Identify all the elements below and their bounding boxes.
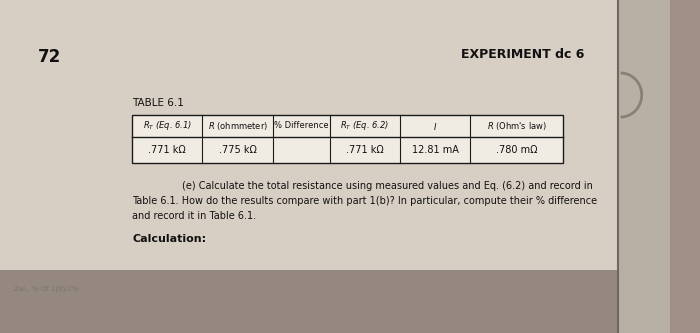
Text: $I$: $I$ [433, 121, 437, 132]
FancyBboxPatch shape [132, 115, 564, 163]
Text: 72: 72 [38, 48, 62, 66]
Text: Table 6.1. How do the results compare with part 1(b)? In particular, compute the: Table 6.1. How do the results compare wi… [132, 196, 597, 206]
Text: TABLE 6.1: TABLE 6.1 [132, 98, 184, 108]
Text: % Difference: % Difference [274, 122, 328, 131]
Text: $R_T$ (Eq. 6.2): $R_T$ (Eq. 6.2) [340, 120, 389, 133]
Text: (e) Calculate the total resistance using measured values and Eq. (6.2) and recor: (e) Calculate the total resistance using… [182, 181, 593, 191]
Text: 12.81 mA: 12.81 mA [412, 145, 458, 155]
Text: .771 kΩ: .771 kΩ [148, 145, 186, 155]
Text: .771 kΩ: .771 kΩ [346, 145, 384, 155]
FancyBboxPatch shape [0, 0, 671, 333]
Text: $R_T$ (Eq. 6.1): $R_T$ (Eq. 6.1) [143, 120, 192, 133]
Text: Zal., % Of 1(b)/2%: Zal., % Of 1(b)/2% [15, 285, 79, 291]
Polygon shape [617, 0, 671, 333]
Text: and record it in Table 6.1.: and record it in Table 6.1. [132, 211, 256, 221]
FancyBboxPatch shape [0, 270, 671, 333]
Text: $R$ (Ohm's law): $R$ (Ohm's law) [486, 120, 547, 132]
FancyBboxPatch shape [617, 0, 671, 333]
Text: EXPERIMENT dc 6: EXPERIMENT dc 6 [461, 48, 584, 61]
Text: .780 mΩ: .780 mΩ [496, 145, 538, 155]
Text: .775 kΩ: .775 kΩ [218, 145, 256, 155]
Text: Calculation:: Calculation: [132, 234, 206, 244]
Text: $R$ (ohmmeter): $R$ (ohmmeter) [207, 120, 267, 132]
